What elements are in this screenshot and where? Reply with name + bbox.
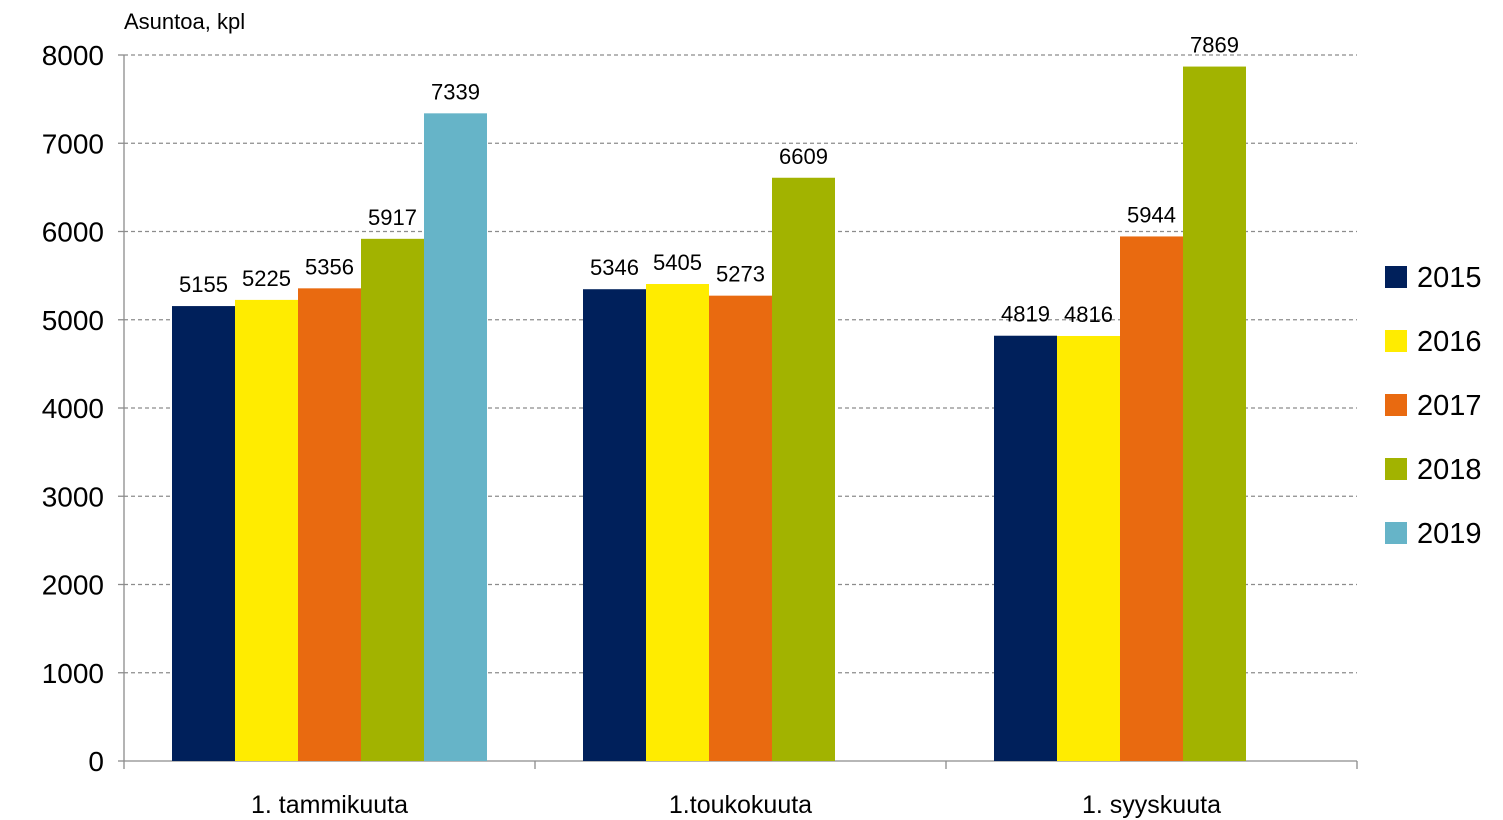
y-tick-label: 6000 [42, 217, 104, 248]
legend-label: 2016 [1417, 326, 1482, 358]
bar [1120, 236, 1183, 761]
y-axis-label: Asuntoa, kpl [124, 9, 245, 34]
data-label: 5917 [368, 205, 417, 230]
legend-label: 2019 [1417, 518, 1482, 550]
bar [772, 177, 835, 762]
x-tick-label: 1. tammikuuta [251, 791, 408, 819]
data-labels: 5155 5225 5356 5917 7339 5346 5405 5273 6609 4819… [179, 33, 1239, 327]
y-tick-label: 2000 [42, 570, 104, 601]
y-tick-label: 1000 [42, 658, 104, 689]
y-tick-label: 4000 [42, 393, 104, 424]
bar [424, 113, 487, 761]
y-tick-label: 8000 [42, 40, 104, 71]
bar [361, 238, 424, 761]
bar [1057, 335, 1120, 761]
bars [172, 66, 1246, 762]
x-tick-label: 1.toukokuuta [669, 791, 812, 819]
data-label: 7869 [1190, 33, 1239, 58]
bar [709, 295, 772, 761]
legend-swatch [1385, 266, 1407, 288]
legend-label: 2015 [1417, 262, 1482, 294]
bar [994, 335, 1057, 761]
legend-label: 2017 [1417, 390, 1482, 422]
bar [298, 288, 361, 761]
data-label: 5273 [716, 262, 765, 287]
data-label: 5155 [179, 272, 228, 297]
data-label: 4819 [1001, 302, 1050, 327]
legend-swatch [1385, 458, 1407, 480]
legend-swatch [1385, 330, 1407, 352]
legend-label: 2018 [1417, 454, 1482, 486]
data-label: 7339 [431, 79, 480, 104]
legend-swatch [1385, 522, 1407, 544]
legend: 2015 2016 2017 2018 2019 [1385, 262, 1482, 550]
x-tick-label: 1. syyskuuta [1082, 791, 1221, 819]
data-label: 5405 [653, 250, 702, 275]
data-label: 6609 [779, 144, 828, 169]
axes: 0 1000 2000 3000 4000 5000 6000 7000 8000 1. tamm… [42, 40, 1358, 819]
y-tick-label: 5000 [42, 305, 104, 336]
y-tick-label: 0 [88, 746, 104, 777]
data-label: 5356 [305, 254, 354, 279]
y-tick-label: 3000 [42, 481, 104, 512]
bar [583, 289, 646, 761]
bar [1183, 66, 1246, 762]
data-label: 5225 [242, 266, 291, 291]
y-tick-label: 7000 [42, 128, 104, 159]
bar [646, 284, 709, 761]
legend-swatch [1385, 394, 1407, 416]
data-label: 5346 [590, 255, 639, 280]
bar [235, 299, 298, 761]
data-label: 4816 [1064, 302, 1113, 327]
data-label: 5944 [1127, 202, 1176, 227]
bar [172, 306, 235, 761]
